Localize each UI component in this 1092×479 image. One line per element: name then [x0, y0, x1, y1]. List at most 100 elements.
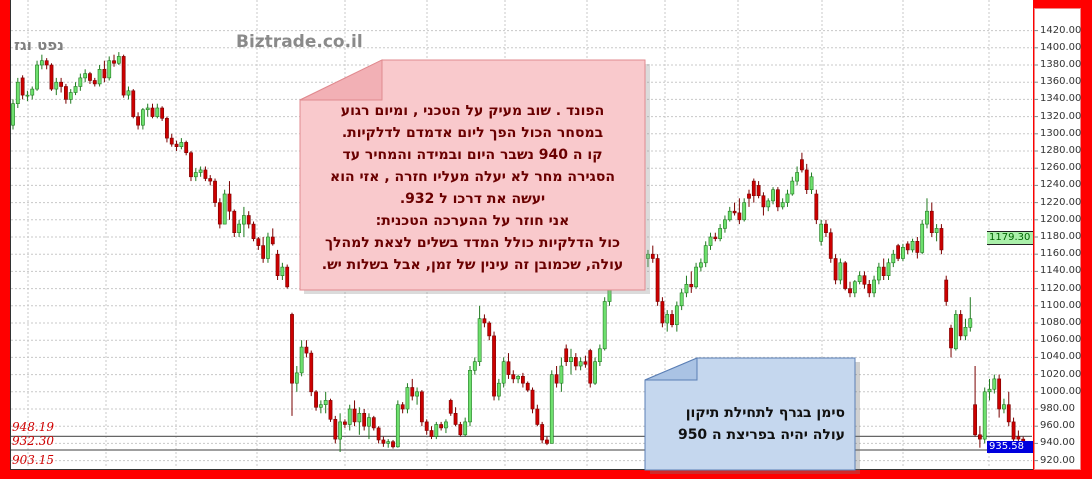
- candle-down: [314, 391, 318, 408]
- candle-down: [419, 391, 424, 423]
- y-tick-label: 1280.00: [1040, 145, 1082, 156]
- candle-down: [881, 266, 886, 277]
- candle-up: [809, 176, 814, 191]
- candle-down: [169, 137, 174, 145]
- candle-down: [800, 159, 804, 171]
- candle-down: [535, 408, 540, 425]
- candle-down: [737, 212, 742, 221]
- candle-down: [290, 314, 294, 384]
- candle-up: [925, 210, 929, 225]
- candle-up: [559, 365, 564, 384]
- candle-down: [64, 86, 68, 100]
- candle-down: [285, 266, 290, 288]
- last-price-tag: 935.58: [987, 441, 1033, 454]
- note-line: הפונד . שוב מעיק על הטכני , ומיום רגוע: [340, 103, 605, 119]
- candle-up: [367, 417, 371, 427]
- candle-down: [1016, 436, 1021, 440]
- candle-down: [20, 77, 25, 96]
- candle-up: [872, 279, 876, 294]
- candle-down: [251, 223, 256, 240]
- y-tick-label: 1040.00: [1040, 351, 1082, 363]
- candle-up: [299, 346, 304, 374]
- candle-up: [198, 169, 203, 173]
- candle-up: [992, 378, 997, 390]
- y-tick-label: 1080.00: [1040, 317, 1082, 328]
- y-tick-label: 1260.00: [1040, 162, 1082, 174]
- candle-up: [140, 109, 145, 126]
- candle-up: [597, 348, 602, 362]
- level-label: 948.19: [12, 420, 54, 435]
- candle-up: [347, 408, 352, 425]
- candle-up: [357, 412, 362, 423]
- candle-down: [482, 318, 487, 324]
- candle-down: [203, 169, 208, 179]
- candle-down: [525, 382, 530, 391]
- y-tick-label: 960.00: [1040, 420, 1075, 432]
- candle-down: [150, 107, 155, 117]
- y-tick-label: 1380.00: [1040, 59, 1082, 70]
- candle-down: [88, 73, 92, 81]
- y-tick-label: 1240.00: [1040, 179, 1082, 191]
- candle-down: [949, 327, 953, 349]
- candle-down: [131, 90, 136, 117]
- candle-down: [59, 81, 64, 87]
- candle-up: [83, 73, 88, 79]
- candle-up: [982, 391, 987, 440]
- candle-up: [73, 86, 78, 93]
- candle-down: [833, 258, 838, 281]
- candle-up: [838, 262, 843, 281]
- candle-up: [727, 210, 732, 221]
- candle-up: [179, 142, 184, 147]
- candle-up: [54, 81, 59, 90]
- candle-up: [237, 223, 241, 234]
- candle-up: [723, 219, 727, 229]
- candle-down: [511, 374, 516, 380]
- y-tick-label: 1000.00: [1040, 385, 1082, 397]
- blue-annotation-text: סימן בגרף לתחילת תיקון עולה יהיה בפריצת …: [655, 402, 845, 446]
- candle-up: [593, 361, 597, 384]
- candle-down: [756, 185, 761, 197]
- candle-down: [352, 408, 357, 423]
- candle-down: [270, 236, 275, 245]
- candle-up: [11, 103, 15, 126]
- note-line: במסחר הכול הפך ליום אדמדם לדלקיות.: [341, 125, 604, 141]
- candle-down: [689, 283, 694, 288]
- y-tick-label: 920.00: [1040, 454, 1075, 466]
- candle-up: [266, 236, 270, 259]
- candle-up: [107, 60, 112, 79]
- candle-up: [698, 262, 703, 268]
- candle-up: [679, 292, 684, 307]
- candle-down: [381, 439, 386, 444]
- candle-up: [477, 318, 482, 363]
- y-tick-label: 1060.00: [1040, 334, 1082, 346]
- candle-up: [963, 326, 968, 337]
- candle-down: [400, 404, 405, 410]
- candle-down: [521, 376, 525, 384]
- candle-up: [25, 94, 30, 97]
- candle-down: [530, 389, 535, 410]
- y-tick-label: 940.00: [1040, 437, 1075, 449]
- candle-down: [391, 441, 395, 448]
- candle-up: [294, 372, 299, 384]
- candle-down: [453, 412, 458, 425]
- candle-down: [747, 193, 751, 199]
- note-line: עולה יהיה בפריצת ה 950: [677, 427, 845, 443]
- candle-up: [415, 391, 419, 397]
- candle-up: [703, 245, 708, 264]
- candle-down: [136, 116, 140, 126]
- candle-down: [429, 430, 434, 437]
- candle-up: [126, 90, 131, 96]
- candle-up: [68, 92, 73, 100]
- level-label: 932.30: [12, 434, 54, 449]
- y-tick-label: 1020.00: [1040, 368, 1082, 380]
- candle-down: [371, 417, 376, 429]
- candle-down: [732, 210, 737, 214]
- candle-down: [112, 60, 116, 64]
- candle-up: [934, 228, 939, 233]
- candle-down: [160, 107, 165, 119]
- candle-down: [165, 118, 169, 139]
- candle-down: [905, 243, 910, 251]
- note-line: קו ה 940 נשבר היום ובמידה והמחיר עד: [342, 147, 603, 163]
- candle-down: [49, 64, 54, 90]
